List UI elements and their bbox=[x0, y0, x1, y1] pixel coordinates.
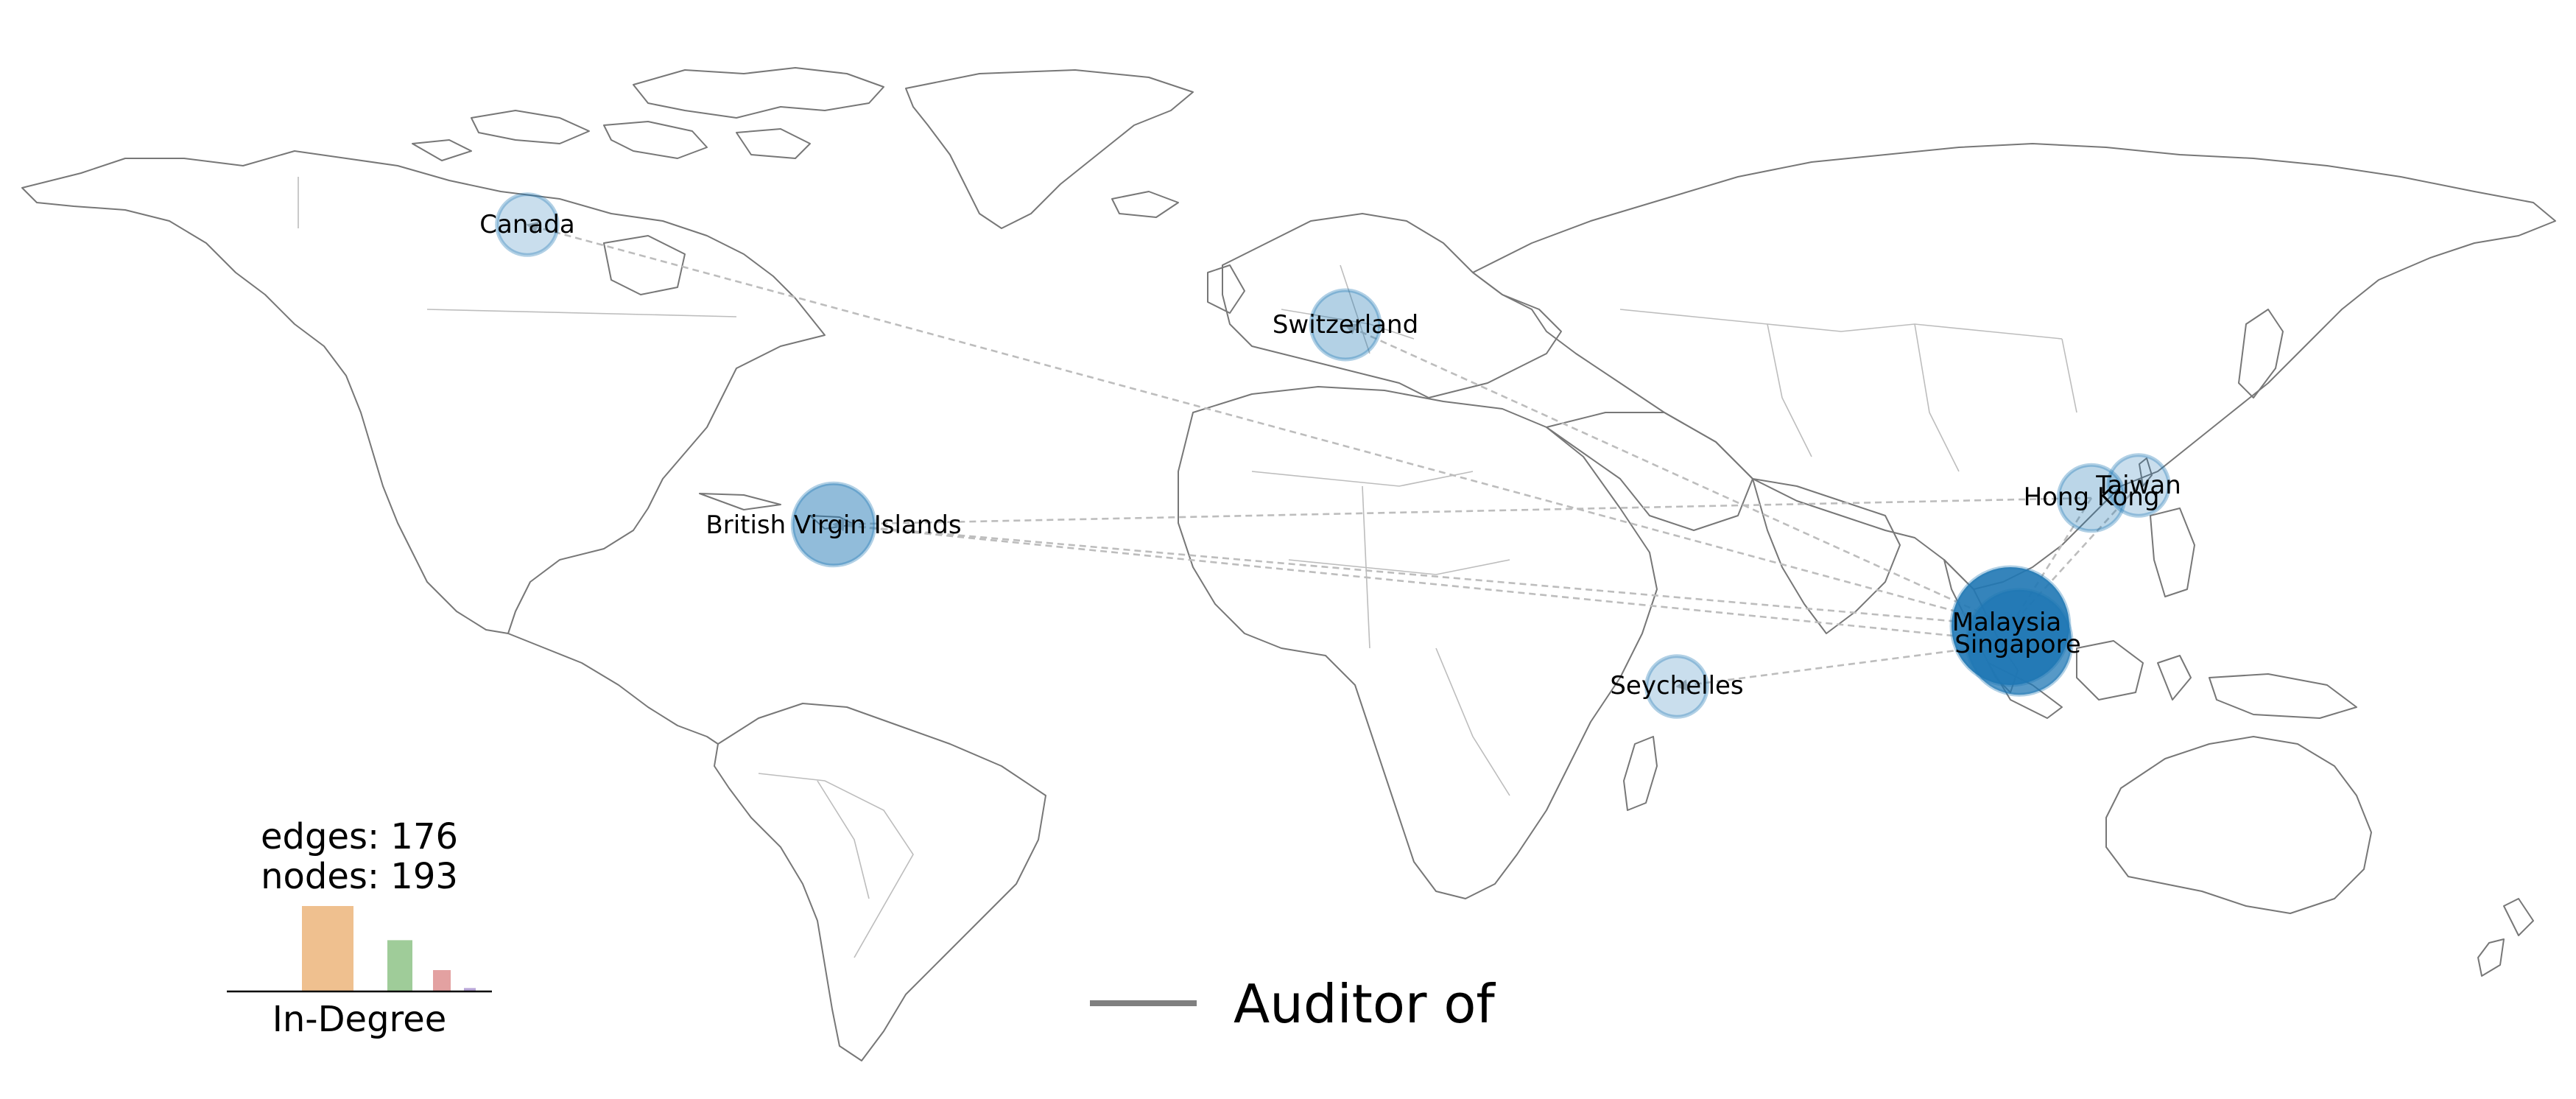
edges-count: edges: 176 bbox=[261, 816, 458, 857]
edge-malaysia-to-british-virgin-islands bbox=[834, 524, 2010, 626]
label-seychelles: Seychelles bbox=[1610, 671, 1743, 701]
edge-malaysia-to-switzerland bbox=[1345, 325, 2010, 626]
edge-hong-kong-to-british-virgin-islands bbox=[834, 498, 2091, 524]
legend-label: Auditor of bbox=[1234, 973, 1496, 1035]
in-degree-histogram: In-Degree bbox=[227, 906, 492, 1040]
histogram-bar-1 bbox=[302, 906, 353, 991]
histogram-xlabel: In-Degree bbox=[272, 999, 447, 1040]
stats-block: edges: 176 nodes: 193 bbox=[261, 816, 458, 897]
edge-singapore-to-british-virgin-islands bbox=[834, 524, 2019, 642]
histogram-bar-3 bbox=[433, 970, 451, 991]
label-switzerland: Switzerland bbox=[1273, 310, 1418, 340]
edge-malaysia-to-canada bbox=[527, 225, 2010, 626]
label-singapore: Singapore bbox=[1954, 630, 2081, 659]
label-canada: Canada bbox=[479, 210, 574, 239]
label-british-virgin-islands: British Virgin Islands bbox=[705, 510, 961, 540]
histogram-bar-2 bbox=[387, 940, 412, 991]
label-taiwan: Taiwan bbox=[2095, 471, 2181, 500]
nodes-count: nodes: 193 bbox=[261, 856, 458, 897]
legend: Auditor of bbox=[1090, 973, 1496, 1035]
